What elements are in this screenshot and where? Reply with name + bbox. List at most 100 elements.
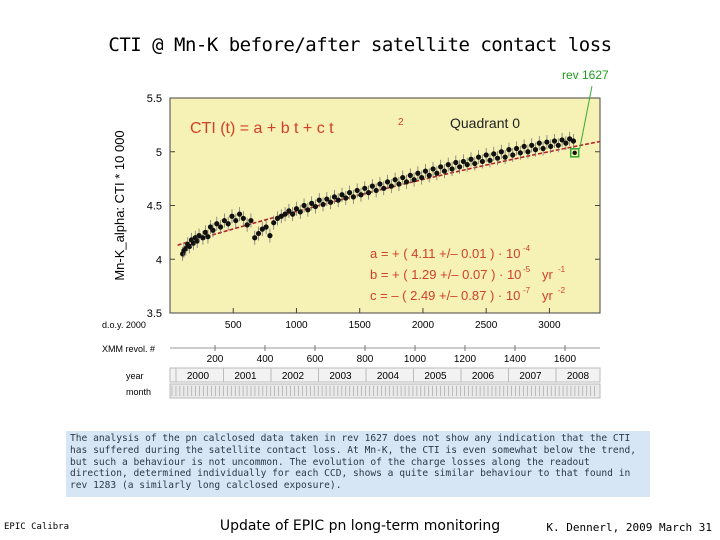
data-point [362, 185, 368, 191]
data-point [510, 152, 516, 158]
coef-exp: -7 [523, 286, 531, 295]
year-tick-label: 2005 [424, 371, 447, 382]
data-point [305, 207, 311, 213]
data-point [335, 197, 341, 203]
rev-tick-label: 1600 [554, 354, 577, 365]
data-point [513, 145, 520, 152]
coef-exp: -5 [523, 265, 531, 274]
data-point [544, 139, 550, 145]
data-point [309, 200, 315, 206]
data-point [563, 140, 569, 146]
coef-name: c = – ( 2.49 +/– 0.87 ) · 10 [370, 288, 520, 303]
data-point [252, 235, 258, 241]
data-point [297, 209, 303, 215]
y-tick-label: 4 [156, 254, 162, 266]
year-axis-band [169, 367, 601, 383]
rev-tick-label: 1200 [454, 354, 477, 365]
data-point [194, 238, 200, 244]
year-axis-label: year [126, 371, 144, 381]
rev-tick-label: 1000 [404, 354, 427, 365]
data-point [567, 136, 573, 142]
data-point [350, 194, 356, 200]
highlight-point [572, 150, 577, 156]
data-point [259, 226, 265, 232]
year-tick-label: 2004 [377, 371, 400, 382]
rev-tick-label: 400 [257, 354, 274, 365]
footer-title: Update of EPIC pn long-term monitoring [219, 518, 501, 534]
quadrant-label: Quadrant 0 [450, 115, 520, 131]
data-point [381, 185, 387, 191]
data-point [244, 222, 250, 228]
data-point [354, 187, 360, 194]
coef-unit: yr [542, 288, 554, 303]
coef-unit: yr [542, 267, 554, 282]
data-point [498, 149, 504, 155]
data-point [411, 177, 417, 183]
year-tick-label: 2000 [187, 371, 210, 382]
data-point [346, 190, 353, 196]
data-point [483, 152, 489, 158]
year-tick-label: 2001 [234, 371, 257, 382]
data-point [521, 143, 527, 149]
year-tick-label: 2003 [329, 371, 352, 382]
year-tick-label: 2006 [472, 371, 495, 382]
data-point [449, 166, 455, 172]
data-point [267, 233, 273, 239]
y-axis-label: Mn-K_alpha: CTI * 10 000 [112, 130, 127, 280]
data-point [494, 155, 501, 161]
data-point [430, 166, 436, 172]
footer-left: EPIC Calibra [4, 522, 70, 532]
data-point [472, 160, 478, 167]
data-point [343, 195, 349, 201]
formula-text: CTI (t) = a + b t + c t [190, 120, 334, 137]
data-point [460, 158, 467, 165]
data-point [202, 229, 209, 235]
year-tick-label: 2002 [282, 371, 305, 382]
description-box: The analysis of the pn calclosed data ta… [66, 431, 650, 497]
plot-area [169, 97, 601, 314]
data-point [190, 240, 196, 246]
data-point [491, 151, 497, 157]
data-point [373, 187, 379, 194]
data-point [438, 164, 444, 170]
month-axis-label: month [126, 387, 151, 397]
data-point [278, 213, 284, 219]
data-point [502, 154, 508, 160]
y-tick-label: 3.5 [147, 308, 162, 320]
x-tick-label: 2500 [475, 320, 498, 331]
data-point [233, 217, 239, 224]
y-tick-label: 5 [156, 147, 162, 159]
data-point [457, 164, 463, 170]
data-point [187, 243, 193, 249]
footer-author: K. Dennerl, 2009 March 31 [546, 521, 712, 534]
data-point [468, 156, 474, 162]
data-point [282, 211, 288, 217]
data-point [419, 174, 425, 181]
year-tick-label: 2008 [567, 371, 590, 382]
data-point [377, 181, 383, 187]
x-tick-label: 3000 [538, 320, 561, 331]
rev-annotation-label: rev 1627 [562, 68, 609, 82]
data-point [441, 168, 448, 174]
coef-unit-exp: -2 [558, 286, 566, 295]
data-point [434, 170, 440, 176]
data-point [464, 162, 470, 168]
data-point [286, 208, 292, 214]
data-point [312, 203, 319, 210]
coef-exp: -4 [523, 244, 531, 253]
data-point [525, 149, 531, 155]
y-tick-label: 4.5 [147, 201, 162, 213]
data-point [255, 230, 262, 237]
formula-sup: 2 [398, 117, 404, 128]
data-point [271, 220, 277, 226]
data-point [339, 192, 345, 198]
data-point [422, 168, 429, 174]
x-tick-label: 1000 [285, 320, 308, 331]
data-point [540, 145, 546, 152]
rev-annotation-line [579, 86, 593, 149]
data-point [358, 192, 364, 198]
data-point [415, 170, 421, 176]
data-point [328, 199, 334, 205]
rev-tick-label: 200 [207, 354, 224, 365]
data-point [196, 233, 202, 239]
